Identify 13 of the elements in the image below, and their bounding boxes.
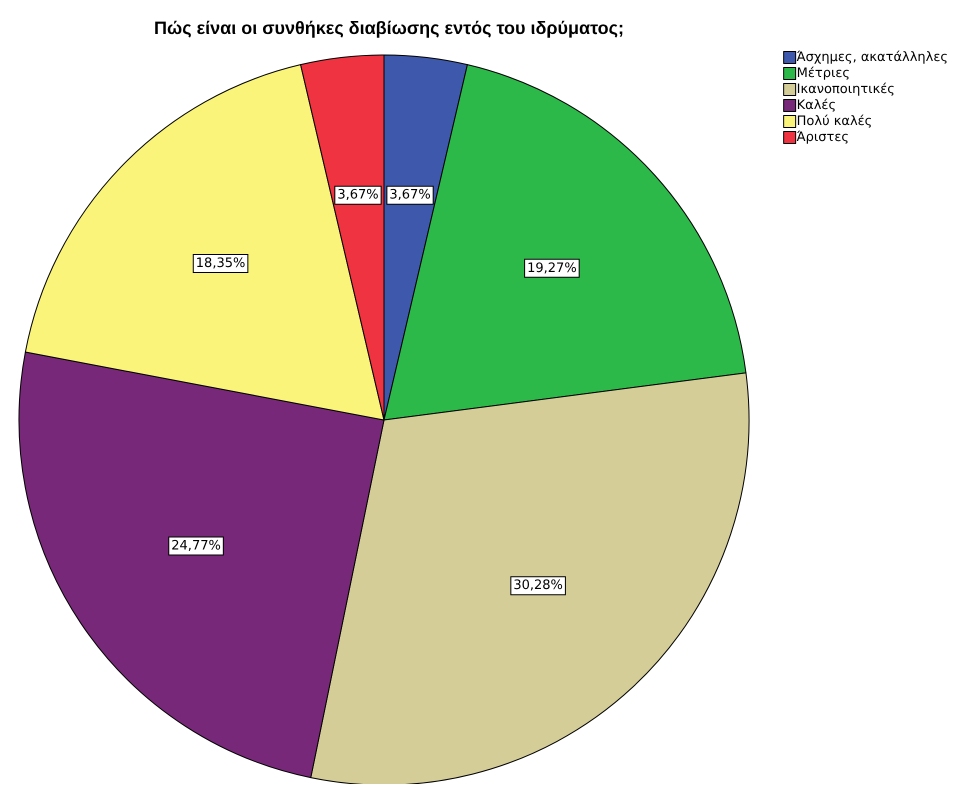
data-label: 30,28% — [513, 578, 563, 594]
legend-label: Άριστες — [796, 130, 850, 145]
data-label: 3,67% — [337, 188, 379, 203]
data-label: 18,35% — [196, 256, 246, 271]
legend-label: Ικανοποιητικές — [796, 82, 895, 97]
data-label: 24,77% — [171, 538, 221, 554]
legend-label: Άσχημες, ακατάλληλες — [796, 50, 948, 65]
data-label: 3,67% — [389, 188, 431, 203]
legend-label: Καλές — [796, 98, 836, 113]
legend-label: Πολύ καλές — [796, 114, 872, 129]
chart-title: Πώς είναι οι συνθήκες διαβίωσης εντός του ιδρύματος; — [154, 18, 624, 38]
legend-label: Μέτριες — [796, 66, 850, 81]
data-label: 19,27% — [527, 260, 577, 276]
